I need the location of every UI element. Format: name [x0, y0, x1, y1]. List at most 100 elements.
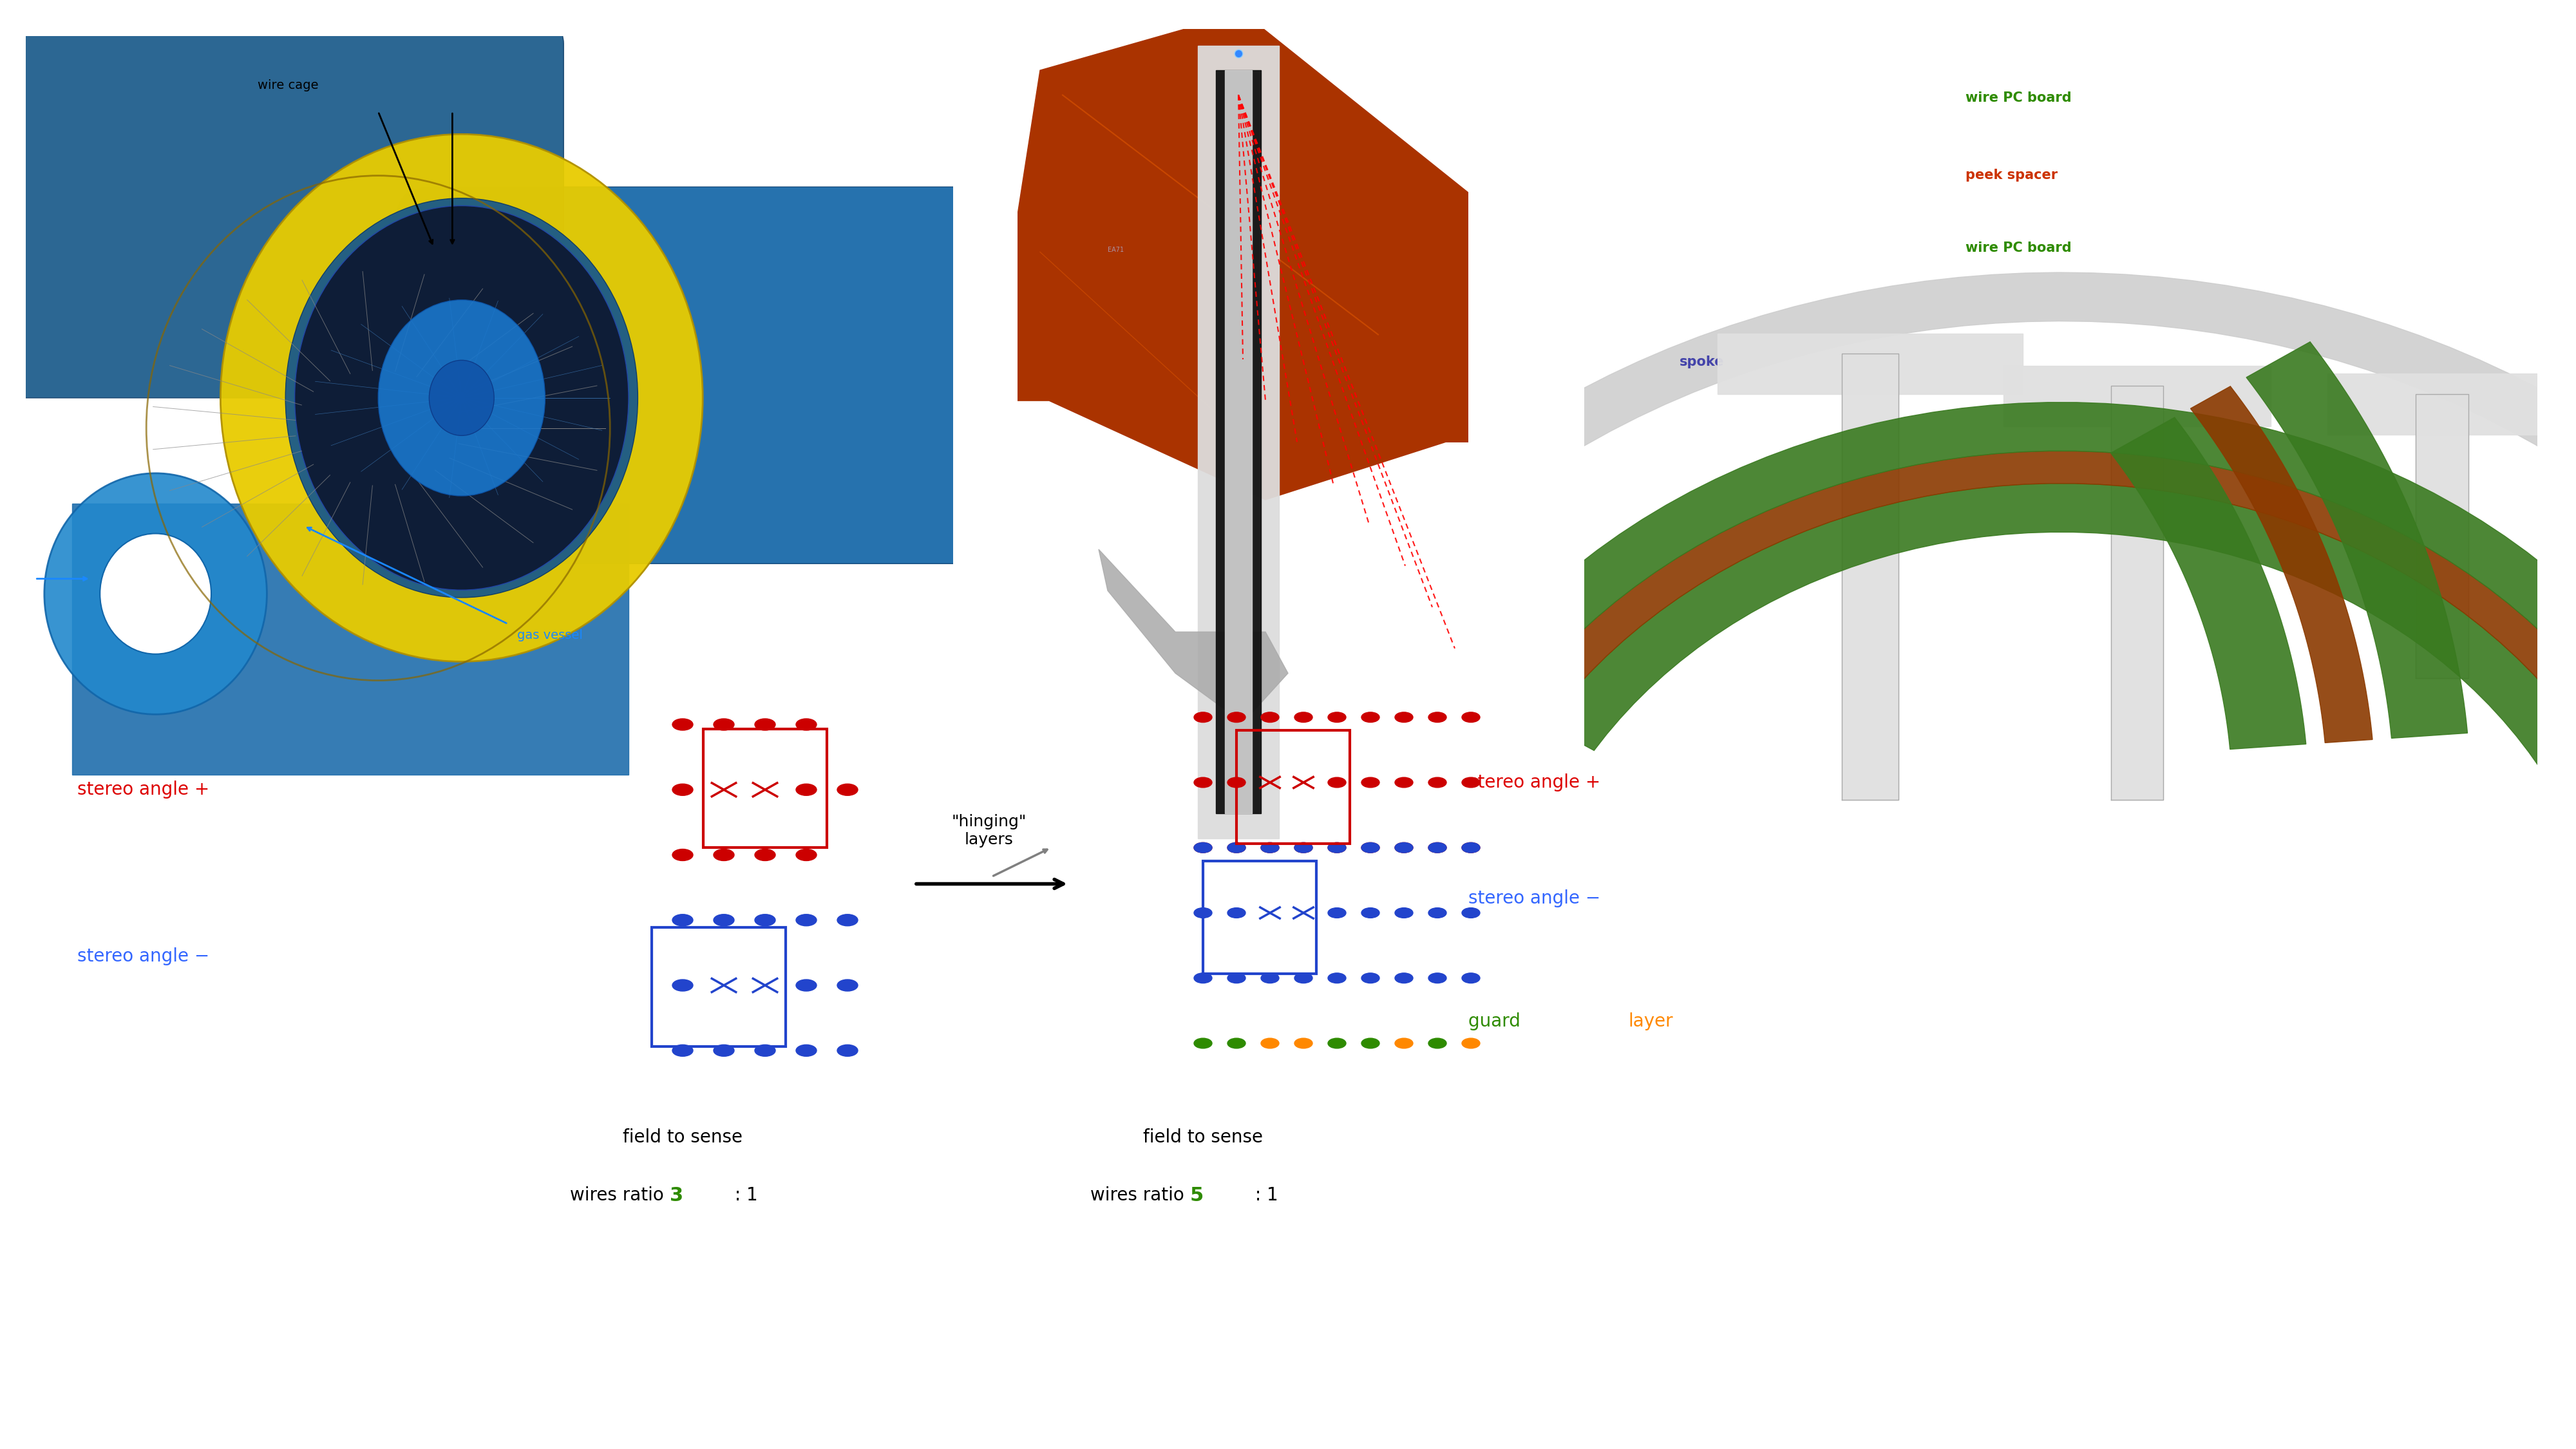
Circle shape — [1296, 842, 1314, 852]
Text: : 1: : 1 — [1249, 1187, 1278, 1204]
Circle shape — [1360, 711, 1381, 722]
Circle shape — [837, 1045, 858, 1056]
Circle shape — [1427, 907, 1448, 919]
Circle shape — [1229, 777, 1247, 788]
Circle shape — [672, 914, 693, 926]
Circle shape — [796, 1045, 817, 1056]
Circle shape — [1262, 842, 1280, 852]
Circle shape — [1229, 974, 1247, 982]
Circle shape — [1195, 842, 1213, 852]
Circle shape — [1360, 842, 1381, 852]
Circle shape — [1262, 974, 1280, 982]
Text: wires ratio: wires ratio — [569, 1187, 670, 1204]
Circle shape — [1262, 1037, 1280, 1048]
Text: : 1: : 1 — [729, 1187, 757, 1204]
Circle shape — [672, 849, 693, 861]
Circle shape — [796, 719, 817, 730]
Circle shape — [1463, 842, 1481, 852]
Circle shape — [755, 849, 775, 861]
Circle shape — [672, 980, 693, 991]
Circle shape — [1427, 842, 1448, 852]
Circle shape — [1360, 974, 1381, 982]
Text: stereo angle +: stereo angle + — [1468, 774, 1600, 791]
Circle shape — [1463, 777, 1481, 788]
Circle shape — [755, 914, 775, 926]
Circle shape — [672, 784, 693, 796]
Circle shape — [1396, 842, 1412, 852]
Circle shape — [1296, 1037, 1314, 1048]
Circle shape — [714, 914, 734, 926]
Circle shape — [672, 1045, 693, 1056]
Circle shape — [837, 914, 858, 926]
Circle shape — [714, 849, 734, 861]
Circle shape — [1427, 777, 1448, 788]
Text: 3: 3 — [670, 1187, 683, 1204]
Text: wires ratio: wires ratio — [1090, 1187, 1190, 1204]
Circle shape — [1296, 842, 1314, 852]
Circle shape — [1329, 777, 1345, 788]
Circle shape — [1396, 842, 1412, 852]
Circle shape — [796, 980, 817, 991]
Circle shape — [1463, 711, 1481, 722]
Text: layer: layer — [1628, 1013, 1672, 1030]
Text: 5: 5 — [1190, 1187, 1203, 1204]
Text: field to sense: field to sense — [623, 1129, 742, 1146]
Circle shape — [1229, 842, 1247, 852]
Text: stereo angle +: stereo angle + — [77, 781, 209, 798]
Circle shape — [1396, 1037, 1412, 1048]
Circle shape — [1427, 974, 1448, 982]
Circle shape — [1360, 842, 1381, 852]
Text: "hinging"
layers: "hinging" layers — [951, 814, 1028, 848]
Circle shape — [755, 719, 775, 730]
Circle shape — [1329, 842, 1345, 852]
Circle shape — [714, 1045, 734, 1056]
Circle shape — [755, 1045, 775, 1056]
Circle shape — [1360, 777, 1381, 788]
Circle shape — [1195, 974, 1213, 982]
Text: guard: guard — [1468, 1013, 1525, 1030]
Circle shape — [1396, 777, 1412, 788]
Circle shape — [1195, 777, 1213, 788]
Circle shape — [1229, 1037, 1247, 1048]
Circle shape — [1463, 974, 1481, 982]
Circle shape — [1396, 974, 1412, 982]
Circle shape — [837, 980, 858, 991]
Circle shape — [1396, 907, 1412, 919]
Circle shape — [1329, 907, 1345, 919]
Circle shape — [1262, 842, 1280, 852]
Circle shape — [1229, 842, 1247, 852]
Circle shape — [1296, 711, 1314, 722]
Circle shape — [1229, 907, 1247, 919]
Circle shape — [1195, 711, 1213, 722]
Circle shape — [1329, 1037, 1345, 1048]
Bar — [1236, 730, 1350, 843]
Circle shape — [1360, 907, 1381, 919]
Circle shape — [1329, 842, 1345, 852]
Circle shape — [1195, 842, 1213, 852]
Circle shape — [672, 719, 693, 730]
Circle shape — [1463, 1037, 1481, 1048]
Circle shape — [1463, 842, 1481, 852]
Circle shape — [796, 914, 817, 926]
Circle shape — [1396, 711, 1412, 722]
Bar — [652, 927, 786, 1046]
Text: field to sense: field to sense — [1144, 1129, 1262, 1146]
Circle shape — [837, 784, 858, 796]
Circle shape — [1195, 907, 1213, 919]
Circle shape — [1329, 974, 1345, 982]
Circle shape — [1229, 711, 1247, 722]
Circle shape — [796, 849, 817, 861]
Circle shape — [1195, 1037, 1213, 1048]
Circle shape — [1427, 711, 1448, 722]
Circle shape — [1360, 1037, 1381, 1048]
Circle shape — [1262, 711, 1280, 722]
Circle shape — [1427, 1037, 1448, 1048]
Circle shape — [1296, 974, 1314, 982]
Text: stereo angle −: stereo angle − — [1468, 890, 1600, 907]
Circle shape — [714, 719, 734, 730]
Circle shape — [1463, 907, 1481, 919]
Bar — [1203, 861, 1316, 974]
Text: stereo angle −: stereo angle − — [77, 948, 209, 965]
Circle shape — [1329, 711, 1345, 722]
Circle shape — [796, 784, 817, 796]
